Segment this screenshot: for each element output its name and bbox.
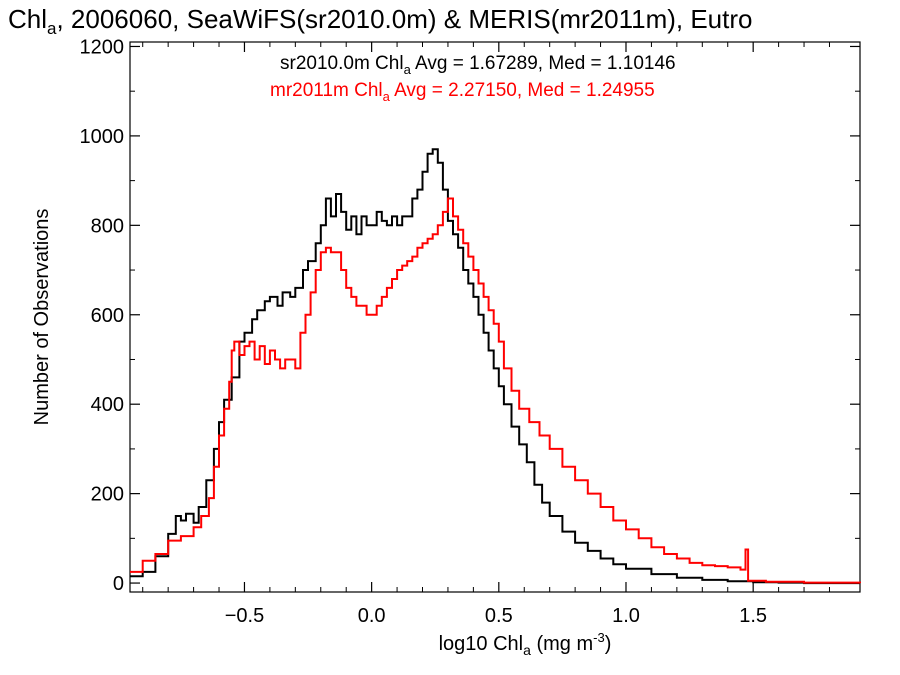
legend-entry-part: mr2011m Chl	[270, 80, 383, 101]
y-tick-label: 600	[91, 305, 124, 327]
y-tick-label: 200	[91, 484, 124, 506]
x-axis-ticks: −0.5 0.0 0.5 1.0 1.5	[142, 42, 830, 627]
y-axis-label-group: Number of Observations	[31, 209, 53, 426]
legend-entry: sr2010.0m Chla Avg = 1.67289, Med = 1.10…	[280, 53, 676, 77]
series-line-sr2010	[130, 148, 860, 585]
x-tick-label: 0.5	[485, 605, 513, 627]
series-group	[130, 148, 861, 585]
legend-entry-subscript: a	[383, 89, 391, 104]
x-axis-label-part: )	[605, 633, 612, 655]
x-axis-label-group: log10 Chla (mg m-3)	[439, 630, 612, 658]
legend-entry-part: Avg = 1.67289, Med = 1.10146	[411, 53, 676, 74]
series-line-mr2011	[130, 197, 861, 584]
x-axis-label-superscript: -3	[593, 630, 605, 645]
legend-entry-subscript: a	[404, 62, 412, 77]
y-axis-ticks: 0 200 400 600 800 1000 1200	[80, 36, 860, 595]
legend: sr2010.0m Chla Avg = 1.67289, Med = 1.10…	[270, 53, 676, 104]
x-axis-label-subscript: a	[523, 642, 531, 658]
x-tick-label: 1.5	[739, 605, 767, 627]
y-tick-label: 0	[113, 573, 124, 595]
y-tick-label: 1200	[80, 36, 125, 58]
legend-entry-part: Avg = 2.27150, Med = 1.24955	[390, 80, 655, 101]
y-axis-label: Number of Observations	[31, 209, 53, 426]
x-tick-label: −0.5	[225, 605, 264, 627]
x-axis-label-part: log10 Chl	[439, 633, 524, 655]
x-tick-label: 0.0	[358, 605, 386, 627]
x-axis-label-part: (mg m	[531, 633, 593, 655]
legend-entry-part: sr2010.0m Chl	[280, 53, 404, 74]
plot-frame	[129, 41, 861, 593]
x-axis-label: log10 Chla (mg m-3)	[439, 630, 612, 658]
y-tick-label: 800	[91, 215, 124, 237]
chart-title: Chla, 2006060, SeaWiFS(sr2010.0m) & MERI…	[8, 4, 752, 38]
chart-title-part: , 2006060, SeaWiFS(sr2010.0m) & MERIS(mr…	[56, 4, 752, 34]
chart-title-subscript: a	[47, 19, 57, 38]
chart-title-part: Chl	[8, 4, 47, 34]
y-tick-label: 400	[91, 394, 124, 416]
x-tick-label: 1.0	[612, 605, 640, 627]
chart-title-group: Chla, 2006060, SeaWiFS(sr2010.0m) & MERI…	[8, 4, 752, 38]
legend-entry: mr2011m Chla Avg = 2.27150, Med = 1.2495…	[270, 80, 655, 104]
y-tick-label: 1000	[80, 126, 125, 148]
